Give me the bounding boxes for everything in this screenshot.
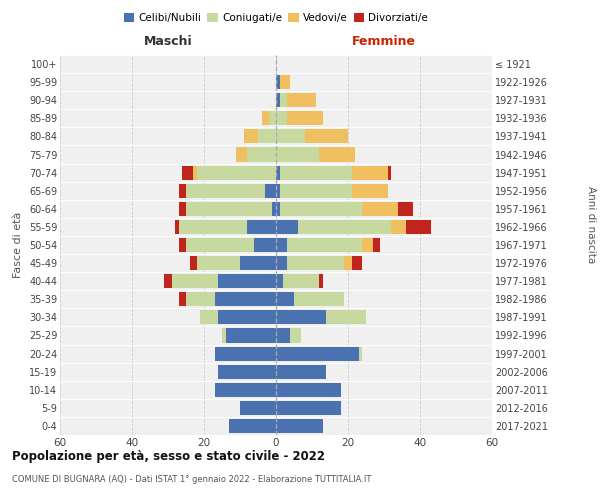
Bar [362,238,373,252]
Bar [247,220,276,234]
Bar [236,148,247,162]
Bar [352,256,362,270]
Bar [406,220,431,234]
Bar [247,148,276,162]
Bar [290,328,301,342]
Bar [179,184,186,198]
Bar [276,256,287,270]
Bar [276,292,294,306]
Bar [391,220,406,234]
Bar [344,256,352,270]
Bar [276,93,280,108]
Bar [269,112,276,126]
Bar [179,202,186,216]
Bar [186,184,265,198]
Bar [265,184,276,198]
Bar [240,256,276,270]
Bar [276,310,326,324]
Bar [276,130,305,143]
Bar [226,328,276,342]
Bar [276,184,280,198]
Bar [283,274,319,288]
Bar [179,238,186,252]
Bar [258,130,276,143]
Bar [276,382,341,397]
Bar [175,220,179,234]
Bar [287,93,316,108]
Bar [352,184,388,198]
Bar [218,310,276,324]
Bar [215,292,276,306]
Bar [215,346,276,360]
Text: Femmine: Femmine [352,35,416,48]
Bar [197,166,276,179]
Bar [326,310,366,324]
Bar [276,75,280,89]
Bar [200,310,218,324]
Bar [276,112,287,126]
Bar [182,166,193,179]
Bar [276,328,290,342]
Bar [276,202,280,216]
Bar [179,292,186,306]
Bar [319,148,355,162]
Bar [280,184,352,198]
Bar [218,364,276,378]
Bar [240,401,276,415]
Bar [352,166,388,179]
Bar [280,75,290,89]
Bar [388,166,391,179]
Text: Popolazione per età, sesso e stato civile - 2022: Popolazione per età, sesso e stato civil… [12,450,325,463]
Bar [362,202,398,216]
Bar [276,148,319,162]
Legend: Celibi/Nubili, Coniugati/e, Vedovi/e, Divorziati/e: Celibi/Nubili, Coniugati/e, Vedovi/e, Di… [119,8,433,27]
Bar [276,274,283,288]
Text: Anni di nascita: Anni di nascita [586,186,596,264]
Bar [272,202,276,216]
Bar [190,256,197,270]
Bar [179,220,247,234]
Text: Maschi: Maschi [143,35,193,48]
Bar [373,238,380,252]
Bar [276,346,359,360]
Bar [280,93,287,108]
Bar [276,220,298,234]
Bar [186,238,254,252]
Bar [294,292,344,306]
Bar [276,419,323,433]
Bar [319,274,323,288]
Bar [172,274,218,288]
Bar [276,401,341,415]
Bar [276,364,326,378]
Bar [276,166,280,179]
Bar [229,419,276,433]
Bar [359,346,362,360]
Bar [186,202,272,216]
Bar [197,256,240,270]
Bar [287,238,362,252]
Bar [218,274,276,288]
Y-axis label: Fasce di età: Fasce di età [13,212,23,278]
Bar [287,256,344,270]
Bar [280,166,352,179]
Bar [222,328,226,342]
Bar [215,382,276,397]
Bar [186,292,215,306]
Bar [398,202,413,216]
Bar [262,112,269,126]
Bar [305,130,348,143]
Bar [287,112,323,126]
Bar [244,130,258,143]
Bar [276,238,287,252]
Bar [254,238,276,252]
Bar [164,274,172,288]
Bar [193,166,197,179]
Text: COMUNE DI BUGNARA (AQ) - Dati ISTAT 1° gennaio 2022 - Elaborazione TUTTITALIA.IT: COMUNE DI BUGNARA (AQ) - Dati ISTAT 1° g… [12,475,371,484]
Bar [298,220,391,234]
Bar [280,202,362,216]
